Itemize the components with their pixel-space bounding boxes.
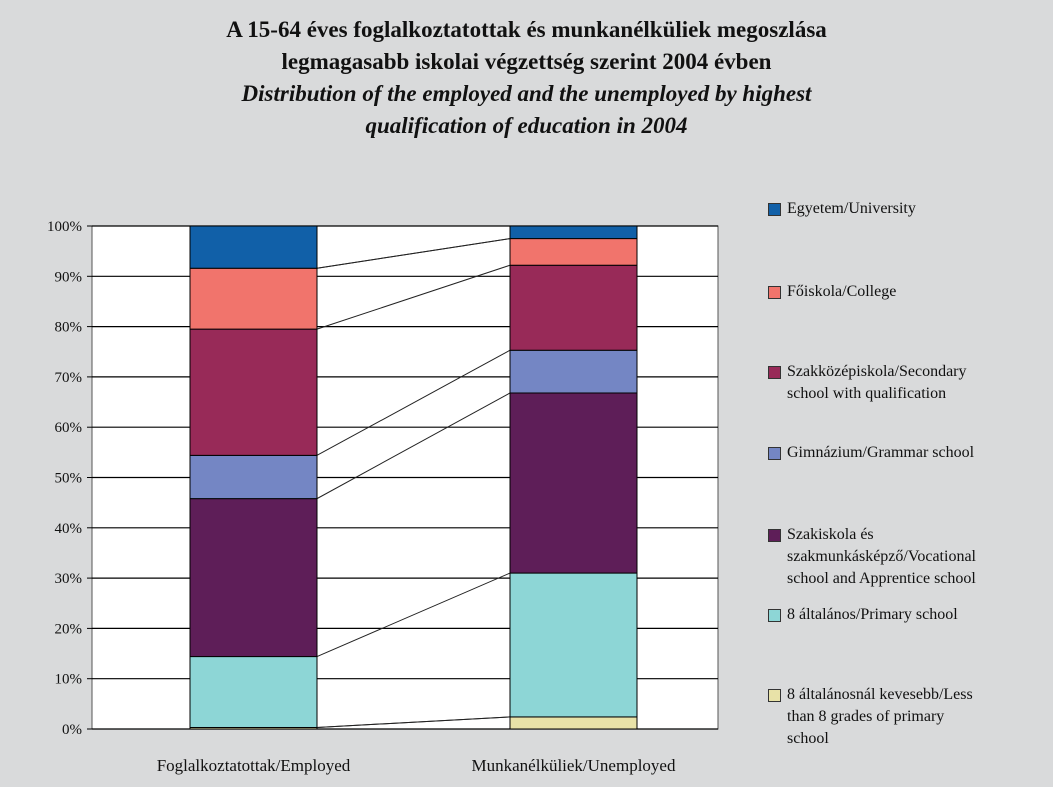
chart-title: A 15-64 éves foglalkoztatottak és munkan… [0, 14, 1053, 142]
series-connector-line [316, 392, 511, 500]
legend-item: Szakközépiskola/Secondary school with qua… [768, 361, 1038, 405]
legend-item: Főiskola/College [768, 281, 1038, 303]
legend-label-line: Gimnázium/Grammar school [787, 444, 975, 461]
x-category-label: Munkanélküliek/Unemployed [472, 756, 676, 775]
bar-segment [509, 225, 638, 240]
legend-label-line: Szakközépiskola/Secondary [787, 363, 967, 380]
y-tick-label: 20% [55, 621, 83, 637]
legend-label: 8 általános/Primary school [787, 604, 958, 626]
y-tick-label: 60% [55, 420, 83, 436]
legend-item: Szakiskola és szakmunkásképző/Vocational s… [768, 524, 1038, 590]
bar-segment [189, 267, 318, 330]
legend-swatch [768, 609, 781, 622]
bar-segment [189, 328, 318, 456]
legend-item: 8 általánosnál kevesebb/Less than 8 grade… [768, 684, 1038, 750]
legend-swatch [768, 286, 781, 299]
stacked-bar-chart: 0% 10% 20% 30% 40% 50% 60% 70% 80% 90% 100% Foglal… [47, 219, 719, 775]
title-hungarian-line-1: A 15-64 éves foglalkoztatottak és munkan… [226, 17, 827, 42]
title-hungarian-line-2: legmagasabb iskolai végzettség szerint 2… [281, 49, 772, 74]
bar-segment [509, 264, 638, 351]
legend-label: Főiskola/College [787, 281, 896, 303]
title-english-line-1: Distribution of the employed and the une… [241, 81, 812, 106]
legend-label: 8 általánosnál kevesebb/Less than 8 grade… [787, 684, 973, 750]
series-connector-line [316, 572, 511, 658]
y-tick-label: 30% [55, 571, 83, 587]
legend-label-line: Egyetem/University [787, 200, 916, 217]
legend-label-line: than 8 grades of primary [787, 708, 945, 725]
bar-segment [509, 238, 638, 266]
legend-label: Szakiskola és szakmunkásképző/Vocational s… [787, 524, 976, 590]
legend-swatch [768, 689, 781, 702]
legend-label: Szakközépiskola/Secondary school with qua… [787, 361, 967, 405]
legend-item: 8 általános/Primary school [768, 604, 1038, 626]
y-tick-label: 100% [47, 219, 82, 235]
y-tick-label: 70% [55, 370, 83, 386]
legend-swatch [768, 366, 781, 379]
legend-swatch [768, 203, 781, 216]
x-axis-categories: Foglalkoztatottak/Employed Munkanélküliek… [157, 756, 676, 775]
legend-label-line: school [787, 730, 829, 747]
y-tick-label: 90% [55, 269, 83, 285]
legend-label-line: Főiskola/College [787, 283, 897, 300]
legend-item: Egyetem/University [768, 198, 1038, 220]
series-connector-line [316, 238, 511, 269]
y-tick-label: 0% [62, 722, 82, 738]
legend-label-line: szakmunkásképző/Vocational [787, 548, 976, 565]
y-tick-label: 10% [55, 672, 83, 688]
legend-label-line: 8 általános/Primary school [787, 606, 958, 623]
y-tick-label: 50% [55, 471, 83, 487]
bar-segment [509, 572, 638, 718]
bar-segment [509, 392, 638, 574]
legend-label: Gimnázium/Grammar school [787, 442, 974, 464]
series-connector-line [316, 716, 511, 728]
bar-segment [509, 349, 638, 394]
bar-segment [189, 656, 318, 728]
y-tick-label: 40% [55, 521, 83, 537]
legend-label: Egyetem/University [787, 198, 916, 220]
bar-segment [509, 716, 638, 730]
legend-label-line: Szakiskola és [787, 526, 874, 543]
legend-swatch [768, 447, 781, 460]
series-connector-line [316, 264, 511, 330]
bar-segment [189, 498, 318, 658]
series-connector-line [316, 349, 511, 456]
connector-lines [316, 238, 511, 728]
bars [189, 225, 638, 730]
y-tick-label: 80% [55, 320, 83, 336]
legend-label-line: school and Apprentice school [787, 570, 976, 587]
x-category-label: Foglalkoztatottak/Employed [157, 756, 351, 775]
legend-label-line: school with qualification [787, 385, 947, 402]
bar-segment [189, 225, 318, 269]
legend-swatch [768, 529, 781, 542]
legend-item: Gimnázium/Grammar school [768, 442, 1038, 464]
bar-segment [189, 454, 318, 500]
legend-label-line: 8 általánosnál kevesebb/Less [787, 686, 973, 703]
title-english-line-2: qualification of education in 2004 [365, 113, 688, 138]
y-axis-ticks: 0% 10% 20% 30% 40% 50% 60% 70% 80% 90% 100% [47, 219, 92, 738]
